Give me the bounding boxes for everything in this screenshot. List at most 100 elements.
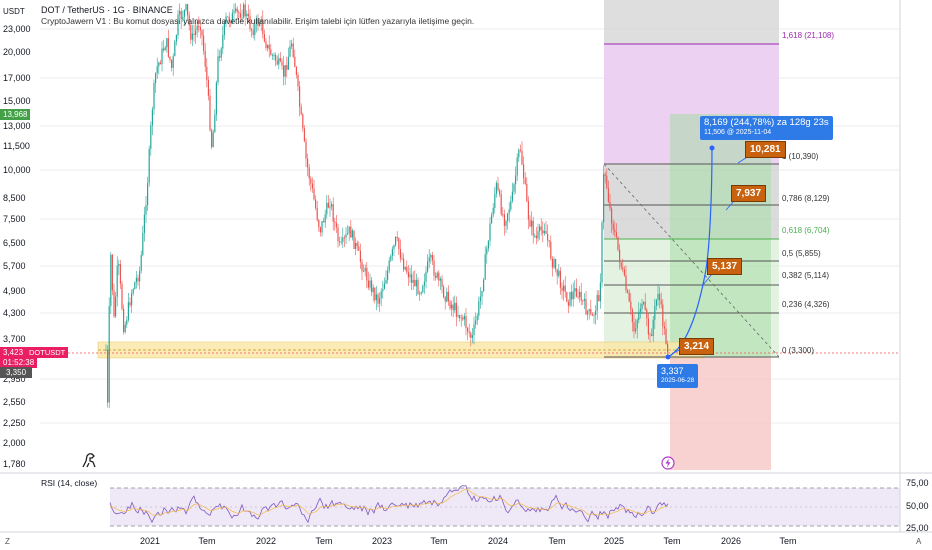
- candle-body: [135, 277, 137, 283]
- candle-body: [299, 86, 301, 107]
- candle-body: [430, 255, 432, 258]
- candle-body: [271, 54, 273, 56]
- candle-body: [615, 232, 617, 237]
- price-label: 20,000: [3, 47, 31, 57]
- candle-body: [505, 220, 507, 226]
- candle-body: [519, 149, 521, 151]
- start-point-label[interactable]: 3,337 2025-06-28: [657, 364, 699, 388]
- price-label: 1,780: [3, 459, 26, 469]
- candle-body: [364, 267, 366, 272]
- candle-body: [631, 309, 633, 323]
- projection-label[interactable]: 8,169 (244,78%) za 128g 23s 11,506 @ 202…: [700, 116, 833, 140]
- candle-body: [191, 33, 193, 40]
- candle-body: [284, 65, 286, 77]
- candle-body: [494, 193, 496, 208]
- candle-body: [623, 269, 625, 276]
- candle-body: [535, 235, 537, 239]
- candle-body: [617, 236, 619, 250]
- candle-body: [580, 291, 582, 301]
- candle-body: [518, 149, 520, 158]
- candle-body: [497, 183, 499, 191]
- candle-body: [540, 226, 542, 230]
- candle-body: [327, 202, 329, 208]
- candle-body: [486, 248, 488, 255]
- grid: [40, 28, 900, 424]
- candle-body: [166, 38, 168, 48]
- candle-body: [401, 258, 403, 260]
- target-badge[interactable]: 10,281: [745, 141, 786, 158]
- candle-body: [281, 61, 283, 66]
- candle-body: [326, 202, 328, 215]
- candle-body: [534, 235, 536, 237]
- candle-body: [140, 255, 142, 271]
- low-price-badge: 3,350: [0, 367, 33, 378]
- fib-label: 1,618 (21,108): [782, 31, 835, 40]
- chart-title[interactable]: DOT / TetherUS · 1G · BINANCE: [41, 5, 173, 15]
- candle-body: [508, 209, 510, 214]
- high-price-badge: 13,968: [0, 109, 31, 120]
- candle-body: [636, 320, 638, 329]
- candle-body: [451, 304, 453, 309]
- candle-body: [380, 291, 382, 299]
- candle-body: [395, 236, 397, 246]
- candle-body: [369, 280, 371, 288]
- zoom-icon[interactable]: Z: [5, 537, 10, 546]
- candle-body: [398, 238, 400, 249]
- target-badge[interactable]: 3,214: [679, 338, 715, 355]
- lightning-icon[interactable]: [661, 456, 675, 470]
- candle-body: [537, 231, 539, 239]
- candle-body: [604, 174, 606, 176]
- candle-body: [620, 262, 622, 268]
- candle-body: [447, 291, 449, 302]
- candle-body: [348, 226, 350, 234]
- candle-body: [177, 14, 179, 36]
- price-label: 13,000: [3, 121, 31, 131]
- target-badge[interactable]: 7,937: [731, 185, 767, 202]
- candle-body: [199, 27, 201, 31]
- candle-body: [108, 306, 110, 403]
- candle-body: [371, 280, 373, 293]
- price-label: 8,500: [3, 193, 26, 203]
- candle-body: [363, 271, 365, 273]
- candle-body: [318, 219, 320, 228]
- candle-body: [353, 230, 355, 249]
- target-badge[interactable]: 5,137: [707, 258, 743, 275]
- candle-body: [220, 48, 222, 58]
- candle-body: [379, 298, 381, 304]
- rsi-axis-label: 75,00: [906, 478, 929, 488]
- candle-body: [468, 331, 470, 334]
- candle-body: [209, 95, 211, 131]
- candle-body: [289, 46, 291, 57]
- candle-body: [473, 324, 475, 336]
- candle-body: [374, 287, 376, 301]
- candle-body: [361, 261, 363, 272]
- candle-body: [366, 267, 368, 281]
- candle-body: [502, 214, 504, 215]
- candle-body: [231, 12, 233, 24]
- candle-body: [599, 282, 601, 302]
- price-label: 4,900: [3, 286, 26, 296]
- candle-body: [659, 293, 661, 301]
- time-label: 2025: [603, 536, 625, 546]
- candle-body: [169, 56, 171, 60]
- candle-body: [459, 314, 461, 319]
- candle-body: [444, 296, 446, 302]
- candle-body: [118, 264, 120, 266]
- symbol-badge[interactable]: DOTUSDT: [26, 347, 69, 358]
- auto-icon[interactable]: A: [916, 537, 922, 546]
- candle-body: [171, 59, 173, 68]
- candle-body: [129, 302, 131, 306]
- candle-body: [543, 231, 545, 234]
- candle-body: [443, 286, 445, 297]
- candle-body: [411, 274, 413, 283]
- price-label: 2,950: [3, 374, 26, 384]
- candle-body: [239, 13, 241, 18]
- candle-body: [663, 326, 665, 329]
- candle-body: [657, 293, 659, 300]
- candle-body: [247, 13, 249, 17]
- candle-body: [499, 190, 501, 195]
- candle-body: [531, 220, 533, 227]
- rsi-title[interactable]: RSI (14, close): [41, 478, 98, 488]
- fib-label: 0,786 (8,129): [782, 194, 830, 203]
- candle-body: [569, 291, 571, 306]
